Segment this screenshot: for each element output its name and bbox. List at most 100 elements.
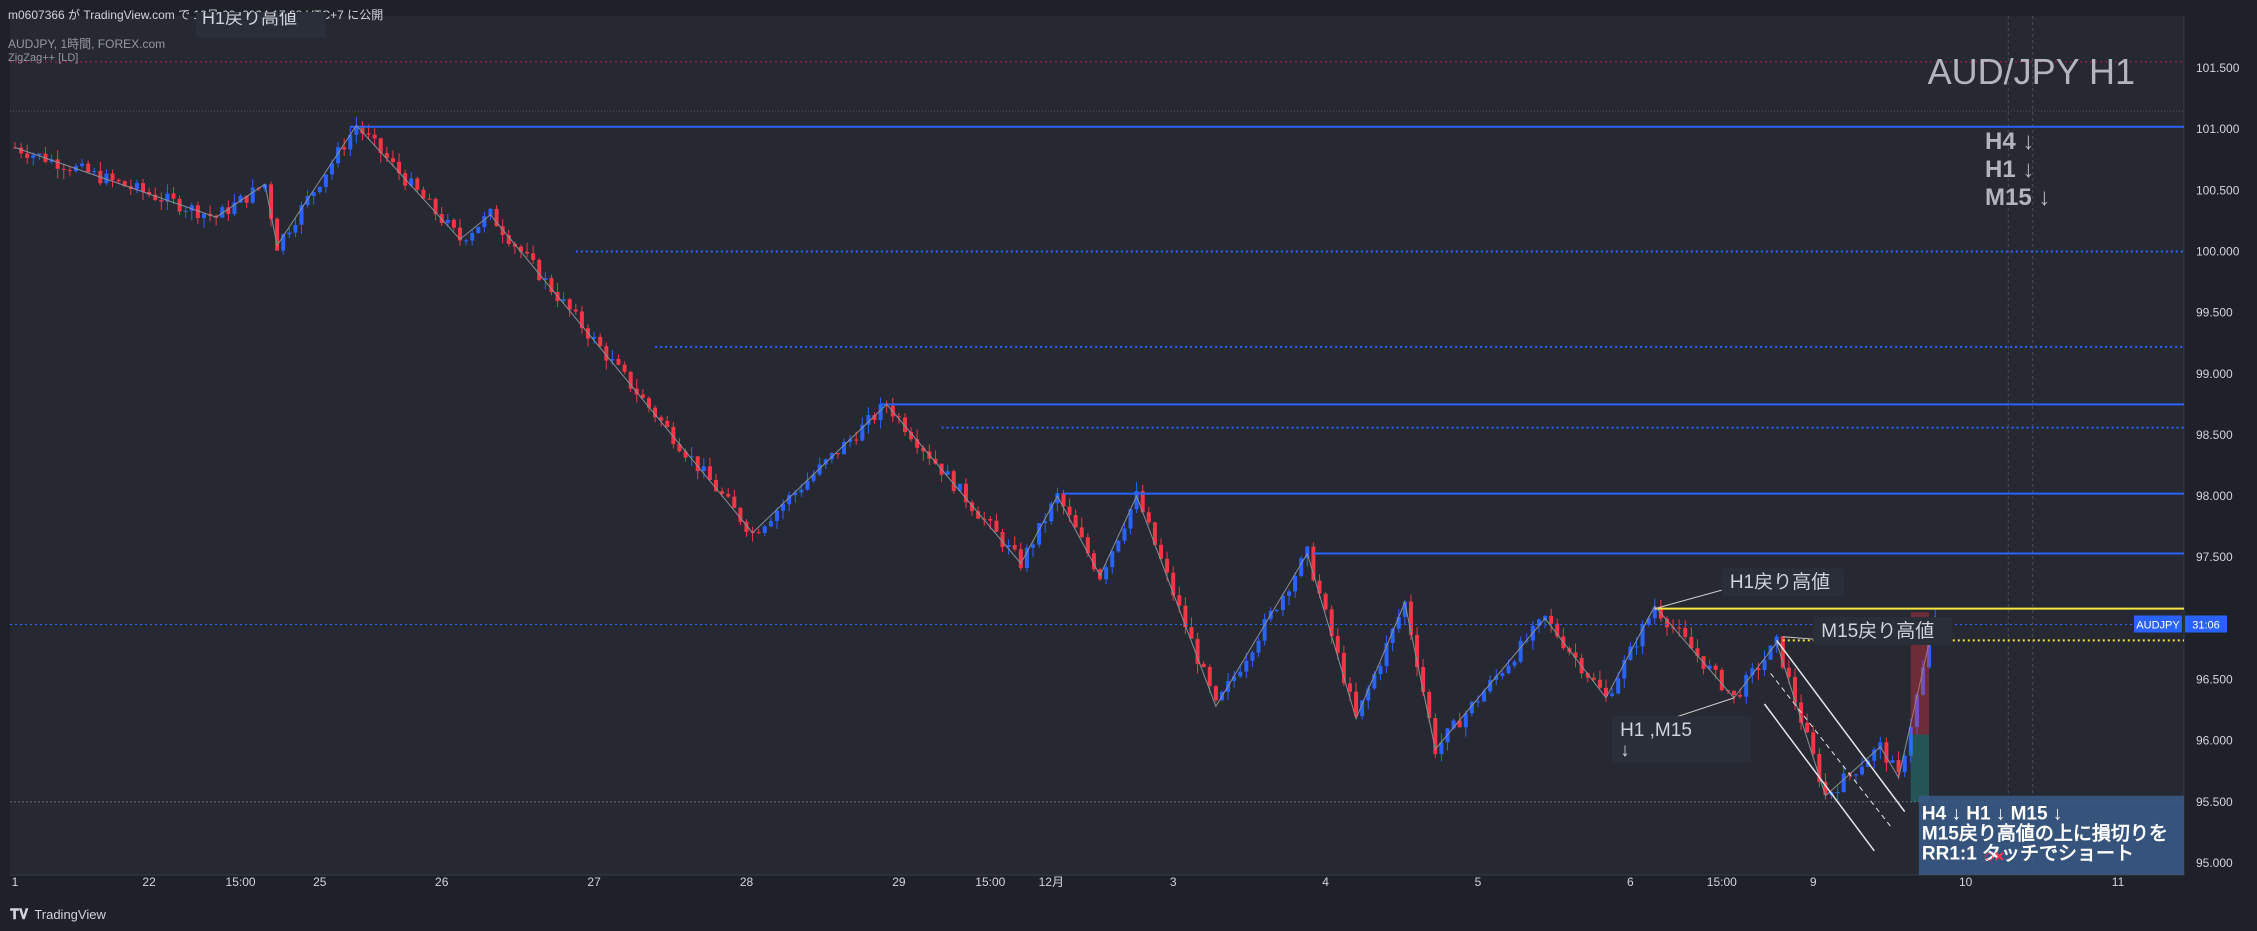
candle-body [1677, 627, 1682, 629]
candle-body [811, 474, 816, 481]
candle-body [275, 218, 280, 251]
strategy-callout [1918, 795, 2184, 875]
candle-body [1091, 553, 1096, 570]
candle-body [37, 153, 42, 156]
candle-body [269, 184, 274, 219]
candle-body [1018, 549, 1023, 569]
candle-body [1439, 742, 1444, 755]
candle-body [805, 480, 810, 490]
candle-body [1055, 493, 1060, 504]
candle-body [372, 134, 377, 139]
channel-mid [1770, 673, 1893, 830]
x-tick-label: 26 [435, 875, 449, 889]
candle-body [1159, 544, 1164, 559]
x-tick-label: 27 [587, 875, 601, 889]
candle-body [970, 502, 975, 512]
candle-body [518, 246, 523, 252]
candle-body [994, 520, 999, 533]
candle-body [1652, 607, 1657, 619]
candle-body [549, 278, 554, 293]
candle-body [1524, 640, 1529, 642]
candle-body [384, 153, 389, 159]
candle-body [701, 466, 706, 472]
annotation-box [1721, 568, 1844, 597]
candle-body [86, 163, 91, 173]
candle-body [476, 227, 481, 234]
candle-body [451, 219, 456, 228]
candle-body [311, 192, 316, 197]
candle-body [537, 259, 542, 281]
x-tick-label: 15:00 [226, 875, 256, 889]
candle-body [1817, 753, 1822, 782]
y-tick-label: 99.500 [2196, 306, 2233, 320]
candle-body [1823, 781, 1828, 796]
candle-body [409, 178, 414, 186]
candle-body [659, 417, 664, 421]
candle-body [1311, 546, 1316, 581]
candle-body [1792, 677, 1797, 703]
x-tick-label: 11 [2112, 875, 2125, 889]
candle-body [427, 198, 432, 200]
annotation-text: H1 ,M15 [1620, 720, 1692, 741]
candle-body [781, 504, 786, 511]
candle-body [793, 492, 798, 496]
y-tick-label: 100.500 [2196, 183, 2240, 197]
candle-body [1756, 668, 1761, 671]
candle-body [957, 483, 962, 491]
candle-body [1354, 691, 1359, 717]
candle-body [1597, 679, 1602, 688]
candle-body [1835, 792, 1840, 794]
candle-body [1695, 648, 1700, 657]
candle-body [1061, 493, 1066, 507]
candle-body [500, 226, 505, 236]
y-tick-label: 101.500 [2196, 61, 2240, 75]
candle-body [1372, 674, 1377, 689]
candle-body [762, 526, 767, 533]
y-tick-label: 95.500 [2196, 795, 2233, 809]
channel-lower [1763, 703, 1875, 852]
candle-body [55, 159, 60, 169]
candle-body [1037, 523, 1042, 545]
candle-body [80, 163, 85, 167]
candle-body [902, 417, 907, 433]
candle-body [1043, 521, 1048, 524]
candle-body [1719, 669, 1724, 691]
candle-body [1463, 713, 1468, 728]
candle-body [1591, 677, 1596, 680]
candle-body [726, 493, 731, 497]
candle-body [116, 179, 121, 182]
candle-body [1116, 540, 1121, 552]
candle-body [622, 364, 627, 372]
candle-body [1634, 646, 1639, 648]
candle-body [744, 521, 749, 532]
candle-body [378, 138, 383, 154]
candle-body [866, 415, 871, 425]
candle-body [1878, 742, 1883, 750]
candle-body [1030, 544, 1035, 548]
candle-body [1384, 642, 1389, 666]
annotation-leader [1654, 589, 1722, 610]
candle-body [220, 207, 225, 218]
reward-zone [1910, 734, 1930, 802]
symbol-legend: AUDJPY, 1時間, FOREX.com [8, 37, 166, 51]
indicator-legend[interactable]: ZigZag++ [LD] [8, 52, 79, 64]
annotation-sub: ↓ [1620, 740, 1630, 761]
tradingview-footer[interactable]: 𝐓𝐕 TradingView [10, 906, 106, 923]
candle-body [1360, 700, 1365, 717]
candle-body [165, 193, 170, 202]
cutoff-annotation-label: H1戻り高値 [196, 12, 326, 38]
candle-body [1860, 766, 1865, 775]
candle-body [1536, 619, 1541, 626]
candle-body [616, 358, 621, 365]
candle-body [464, 240, 469, 242]
candle-body [1073, 515, 1078, 528]
annotation-box [1612, 716, 1752, 763]
candle-body [878, 404, 883, 421]
x-tick-label: 15:00 [1707, 875, 1737, 889]
candle-body [1341, 652, 1346, 684]
candle-body [1024, 547, 1029, 569]
candle-body [1098, 569, 1103, 580]
candle-body [787, 495, 792, 505]
candle-body [1152, 522, 1157, 545]
